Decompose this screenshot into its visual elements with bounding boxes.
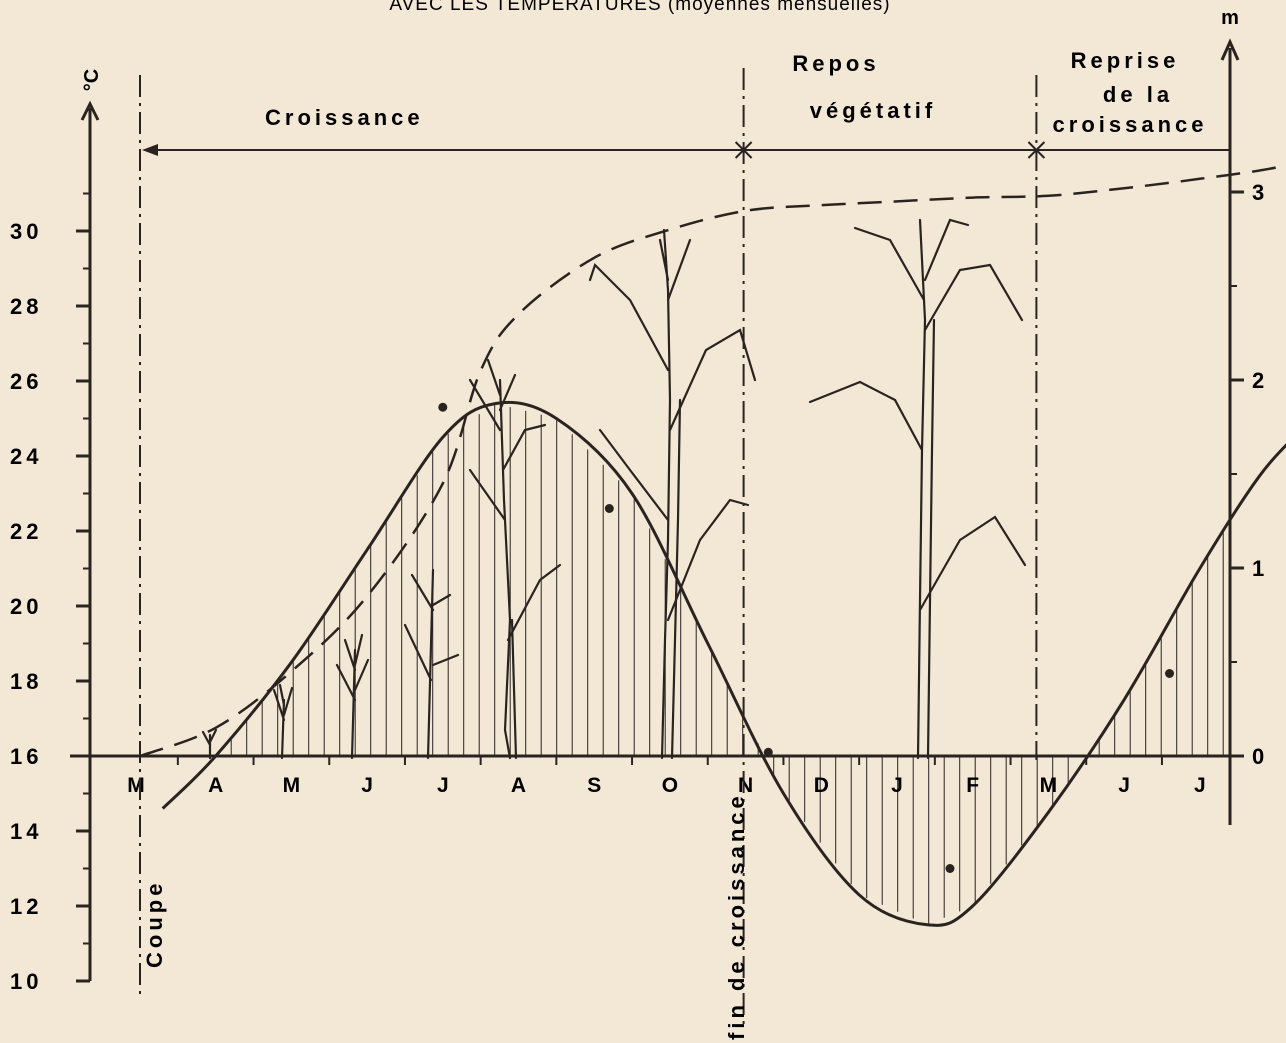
cane-plant-april [201,728,218,760]
month-label: J [891,774,903,797]
right-tick-label: 1 [1252,556,1268,581]
cane-plant-may [272,683,294,760]
left-tick-label: 24 [10,444,42,469]
phase-label-repos-line1: Repos [792,51,879,76]
month-label: J [1194,774,1206,797]
left-tick-label: 16 [10,744,42,769]
data-curves [139,163,1286,927]
phase-dividers [139,68,1230,1030]
right-tick-label: 0 [1252,744,1268,769]
phase-timeline-arrow [142,144,158,156]
left-tick-label: 10 [10,969,42,994]
left-tick-label: 28 [10,294,42,319]
left-tick-label: 22 [10,519,42,544]
month-label: M [1040,774,1058,797]
left-tick-label: 20 [10,594,42,619]
left-tick-label: 26 [10,369,42,394]
month-label: M [283,774,301,797]
growth-end-label: fin de croissance [724,792,749,1040]
month-label: A [208,774,223,797]
monthly-mean-marker [945,864,955,873]
month-label: F [966,774,979,797]
temperature-curve [161,400,1286,927]
left-axis-unit: °C [81,69,103,91]
phase-label-repos-line2: végétatif [810,98,936,123]
right-axis-arrow [1220,38,1240,61]
phase-label-reprise-line2: de la [1103,82,1173,107]
monthly-mean-marker [763,747,773,757]
phase-labels: Croissance Repos végétatif Reprise de la… [265,48,1208,137]
cane-plant-january [808,218,1027,760]
right-tick-label: 3 [1252,180,1268,205]
left-tick-label: 18 [10,669,42,694]
growth-end-label-text: fin de croissance [724,792,749,1040]
monthly-mean-marker [438,402,448,412]
month-label: S [587,774,601,797]
cane-plant-july [403,568,460,760]
cane-plant-june [335,633,370,760]
cane-height-curve [139,163,1286,758]
left-tick-label: 30 [10,219,42,244]
axes: °C m [70,7,1240,981]
month-label: N [738,774,753,797]
month-label: J [1118,774,1130,797]
right-tick-label: 2 [1252,368,1268,393]
right-axis-unit: m [1221,7,1239,29]
left-axis-arrow [80,100,100,121]
cut-label: Coupe [142,880,167,968]
left-tick-label: 14 [10,819,42,844]
phase-label-reprise-line3: croissance [1053,112,1208,137]
cut-label-text: Coupe [142,880,167,968]
month-label: A [511,774,526,797]
month-label: M [127,774,145,797]
monthly-markers [438,402,1175,873]
month-label: D [814,774,829,797]
phase-label-reprise-line1: Reprise [1071,48,1180,73]
phase-label-croissance: Croissance [265,105,424,130]
phase-boundary-cross [734,141,753,159]
phase-boundary-cross [1027,141,1046,159]
month-label: J [437,774,449,797]
monthly-mean-marker [604,504,614,513]
cane-plant-october [588,228,757,760]
month-label: J [361,774,373,797]
cane-plant-august [468,358,562,760]
left-tick-label: 12 [10,894,42,919]
monthly-mean-marker [1165,669,1175,678]
cane-illustrations [201,218,1027,760]
chart-title: AVEC LES TEMPERATURES (moyennes mensuell… [389,0,890,15]
month-label: O [662,774,678,797]
